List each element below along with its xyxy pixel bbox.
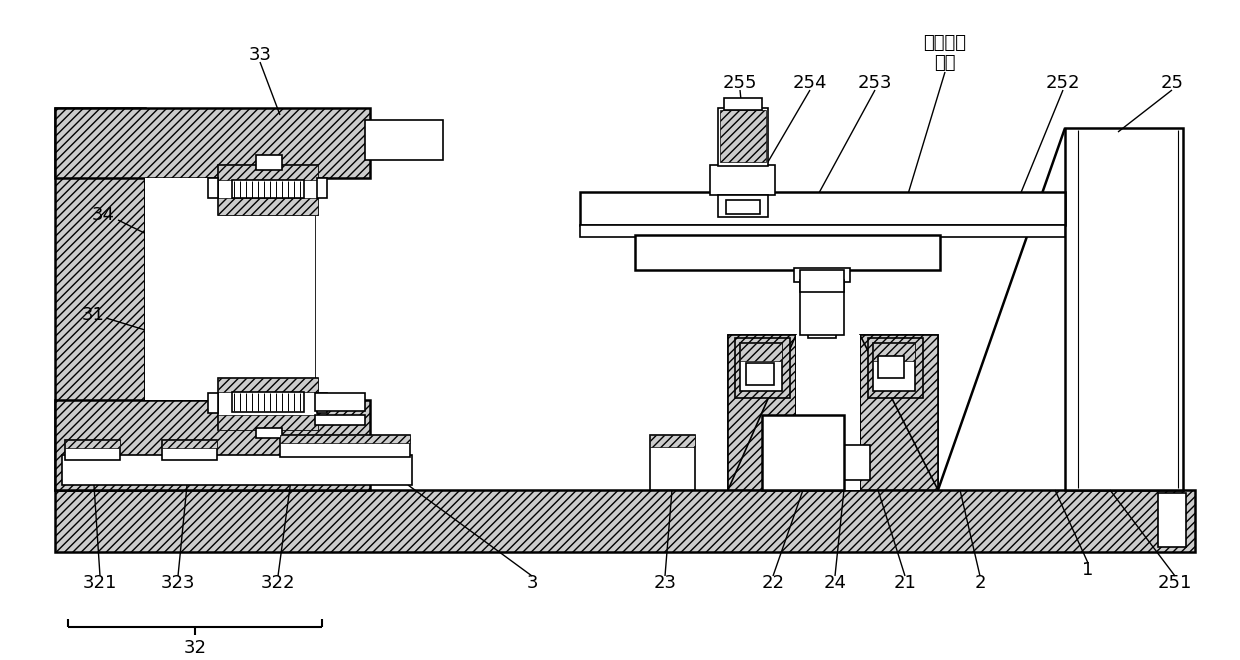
Text: 323: 323	[161, 574, 195, 592]
Text: 1: 1	[1083, 561, 1094, 579]
Bar	[55, 400, 370, 490]
Bar	[800, 270, 844, 292]
Bar	[796, 335, 861, 490]
Bar	[580, 225, 1065, 237]
Bar	[650, 435, 694, 447]
Bar	[145, 178, 315, 400]
Text: 2: 2	[975, 574, 986, 592]
Bar	[218, 198, 317, 215]
Bar	[794, 268, 849, 282]
Bar	[580, 192, 1065, 225]
Bar	[218, 415, 317, 430]
Bar	[735, 338, 790, 398]
Bar	[55, 108, 370, 178]
Bar	[162, 440, 217, 448]
Bar	[718, 108, 768, 166]
Bar	[808, 278, 836, 338]
Bar	[64, 440, 120, 460]
Polygon shape	[728, 335, 796, 490]
Bar	[728, 335, 796, 490]
Bar	[1158, 493, 1185, 547]
Text: 3: 3	[526, 574, 538, 592]
Text: 254: 254	[792, 74, 827, 92]
Bar	[746, 363, 774, 385]
Bar	[711, 165, 775, 195]
Bar	[868, 338, 923, 398]
Bar	[218, 165, 317, 180]
Text: 322: 322	[260, 574, 295, 592]
Bar	[1065, 128, 1183, 490]
Text: 23: 23	[653, 574, 677, 592]
Bar	[55, 108, 145, 490]
Bar	[218, 378, 317, 430]
Bar	[878, 356, 904, 378]
Text: 321: 321	[83, 574, 118, 592]
Bar	[208, 393, 218, 413]
Bar	[725, 200, 760, 214]
Bar	[861, 335, 937, 490]
Text: 24: 24	[823, 574, 847, 592]
Bar	[740, 343, 782, 391]
Text: 21: 21	[894, 574, 916, 592]
Bar	[232, 180, 304, 198]
Bar	[255, 428, 281, 438]
Text: 板材: 板材	[934, 54, 956, 72]
Bar	[317, 393, 327, 413]
Bar	[365, 120, 443, 160]
Bar	[55, 490, 1195, 552]
Bar	[720, 110, 766, 162]
Text: 33: 33	[248, 46, 272, 64]
Text: 253: 253	[858, 74, 893, 92]
Bar	[280, 435, 410, 443]
Text: 25: 25	[1161, 74, 1183, 92]
Bar	[232, 392, 304, 412]
Bar	[162, 440, 217, 460]
Text: 255: 255	[723, 74, 758, 92]
Text: 34: 34	[92, 206, 114, 224]
Bar	[800, 280, 844, 335]
Text: 31: 31	[82, 306, 104, 324]
Text: 22: 22	[761, 574, 785, 592]
Polygon shape	[861, 335, 937, 490]
Bar	[218, 378, 317, 392]
Text: 石墨聚苯: 石墨聚苯	[924, 34, 966, 52]
Bar	[873, 343, 915, 361]
Bar	[315, 393, 365, 411]
Text: 252: 252	[1045, 74, 1080, 92]
Text: 251: 251	[1158, 574, 1192, 592]
Bar	[280, 435, 410, 457]
Bar	[218, 165, 317, 215]
Bar	[763, 415, 844, 490]
Bar	[208, 178, 218, 198]
Bar	[64, 440, 120, 448]
Bar	[718, 195, 768, 217]
Bar	[315, 415, 365, 425]
Bar	[317, 178, 327, 198]
Bar	[255, 155, 281, 170]
Bar	[650, 435, 694, 490]
Bar	[635, 235, 940, 270]
Bar	[873, 343, 915, 391]
Bar	[740, 343, 782, 361]
Bar	[820, 445, 870, 480]
Bar	[62, 455, 412, 485]
Bar	[724, 98, 763, 110]
Text: 32: 32	[184, 639, 207, 657]
